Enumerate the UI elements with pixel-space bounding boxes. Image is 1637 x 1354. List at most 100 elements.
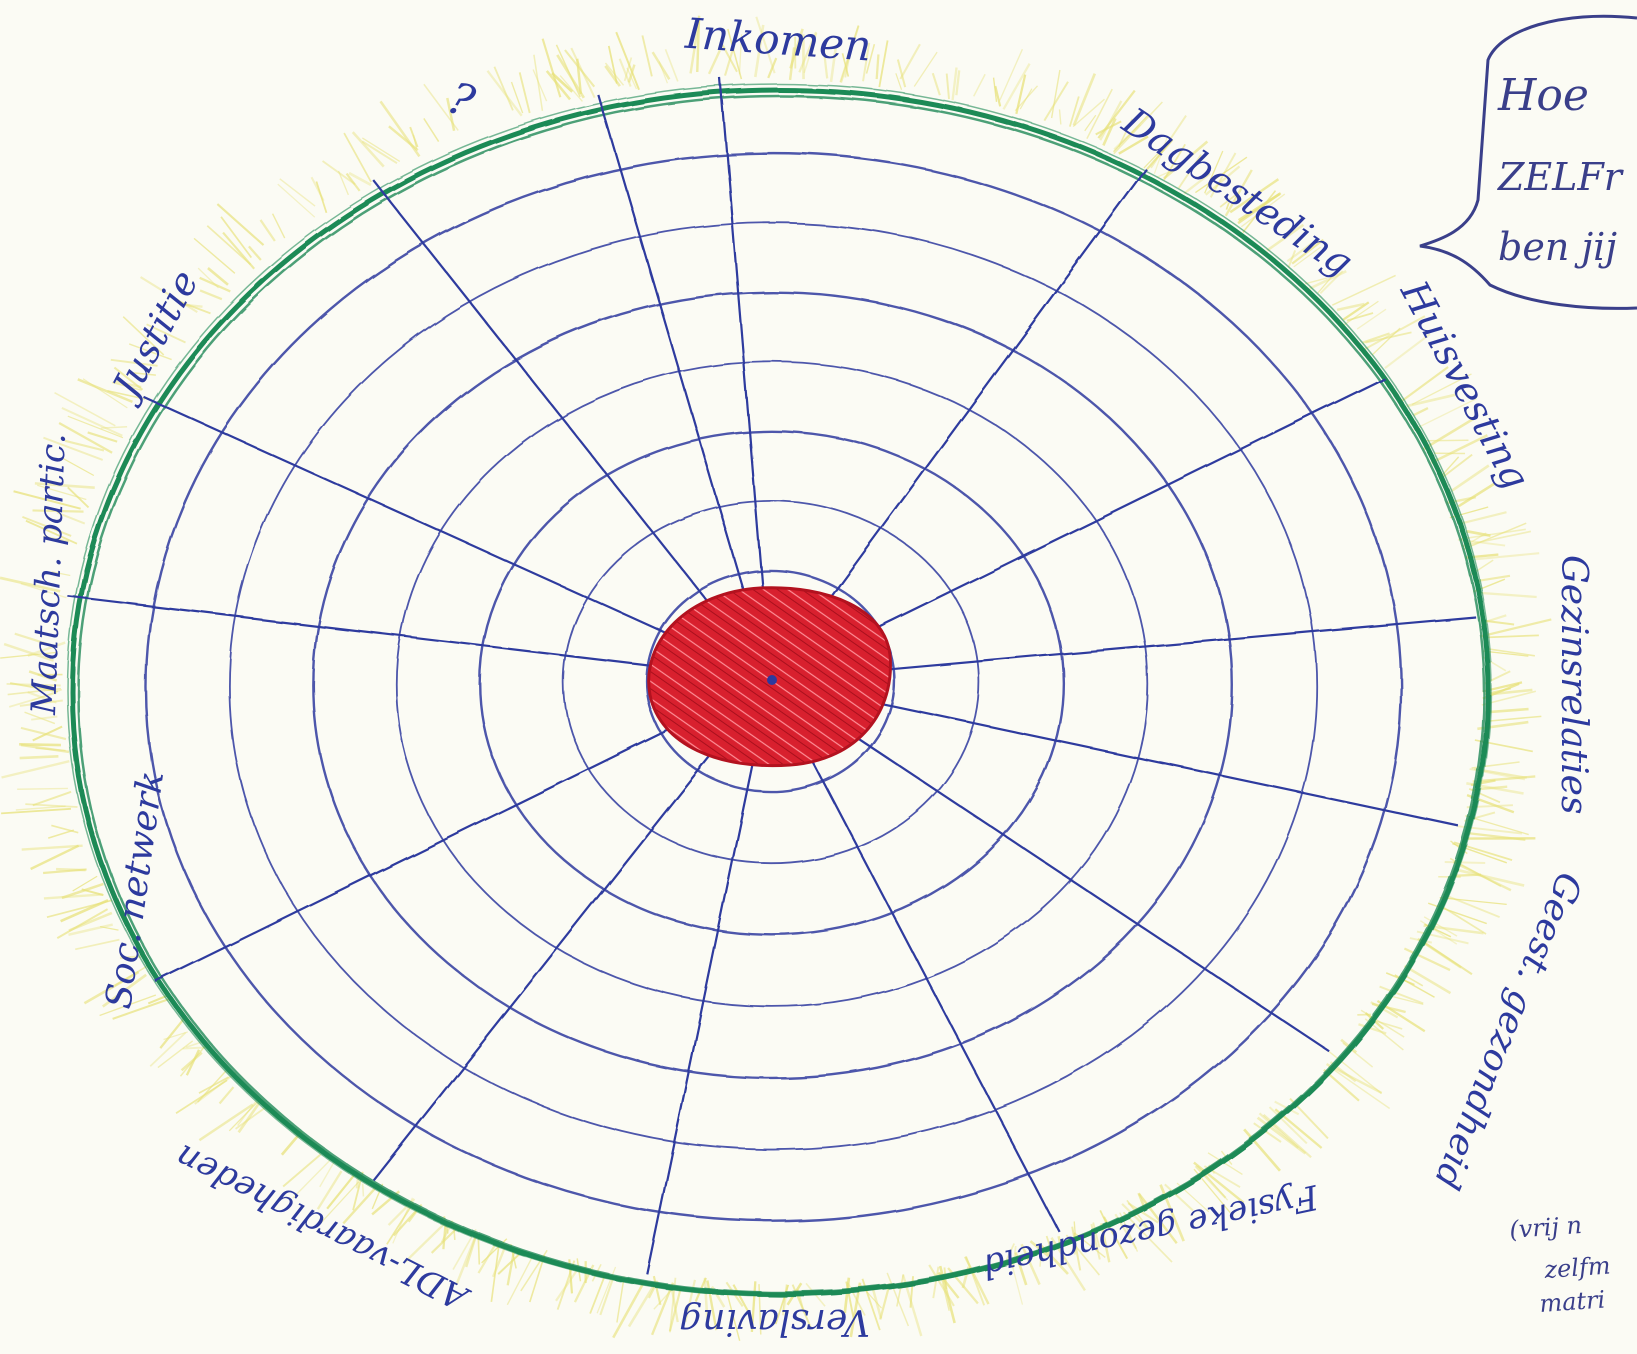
halo-stroke — [81, 888, 104, 897]
halo-stroke — [409, 126, 419, 148]
ring-5 — [311, 291, 1234, 1080]
halo-stroke — [1480, 618, 1552, 638]
halo-stroke — [0, 576, 61, 593]
halo-stroke — [1360, 1009, 1405, 1038]
concentric-rings — [144, 151, 1403, 1223]
halo-stroke — [965, 1256, 986, 1306]
halo-stroke — [652, 1275, 662, 1306]
halo-stroke — [423, 83, 459, 131]
note-line-3: matri — [1538, 1285, 1606, 1318]
halo-stroke — [506, 1248, 516, 1286]
halo-stroke — [1143, 144, 1167, 169]
halo-stroke — [1095, 120, 1122, 136]
halo-stroke — [14, 632, 52, 647]
halo-stroke — [7, 687, 62, 696]
halo-stroke — [541, 38, 562, 98]
halo-stroke — [1477, 591, 1537, 599]
halo-stroke — [518, 72, 531, 114]
halo-stroke — [13, 490, 81, 510]
halo-stroke — [179, 303, 203, 308]
halo-stroke — [1258, 1112, 1299, 1149]
halo-stroke — [1224, 169, 1253, 217]
halo-stroke — [1371, 327, 1401, 356]
spoke-5 — [769, 678, 1459, 827]
outer-ring — [66, 83, 1492, 1297]
halo-stroke — [1122, 1211, 1173, 1263]
halo-stroke — [1194, 1165, 1227, 1199]
halo-stroke — [279, 178, 316, 207]
halo-stroke — [35, 747, 66, 752]
halo-stroke — [77, 378, 133, 404]
speech-bubble: Hoe ZELFr ben jij — [1419, 14, 1637, 310]
halo-stroke — [386, 1202, 415, 1245]
halo-stroke — [615, 31, 640, 91]
halo-stroke — [1043, 81, 1069, 122]
halo-stroke — [54, 392, 116, 427]
halo-stroke — [216, 203, 265, 246]
halo-stroke — [1242, 190, 1277, 233]
halo-stroke — [1422, 417, 1474, 451]
halo-stroke — [206, 225, 252, 266]
halo-stroke — [1204, 165, 1241, 196]
halo-stroke — [159, 1018, 185, 1049]
halo-stroke — [490, 1245, 500, 1302]
halo-stroke — [664, 48, 679, 82]
halo-stroke — [19, 699, 63, 707]
halo-stroke — [119, 955, 141, 960]
halo-stroke — [393, 1207, 420, 1237]
halo-stroke — [60, 899, 109, 923]
halo-stroke — [24, 711, 56, 725]
halo-stroke — [1209, 152, 1237, 198]
halo-stroke — [1419, 939, 1473, 976]
halo-stroke — [1266, 223, 1305, 252]
halo-stroke — [25, 803, 78, 808]
halo-stroke — [149, 1031, 187, 1067]
note-line-1: (vrij n — [1508, 1211, 1582, 1244]
halo-stroke — [1442, 893, 1500, 918]
halo-stroke — [862, 42, 871, 82]
label-adl-vaardigheden: ADL-vaardigheden — [169, 1136, 477, 1319]
halo-stroke — [1326, 1049, 1383, 1094]
halo-stroke — [931, 72, 941, 96]
halo-stroke — [1099, 100, 1123, 141]
ring-6 — [228, 221, 1318, 1151]
halo-stroke — [321, 160, 356, 186]
halo-stroke — [1102, 117, 1117, 146]
halo-stroke — [343, 132, 372, 183]
halo-stroke — [199, 276, 231, 293]
halo-stroke — [111, 381, 142, 391]
spoke-1 — [719, 78, 772, 681]
halo-stroke — [999, 48, 1024, 101]
halo-stroke — [973, 73, 986, 97]
halo-stroke — [641, 35, 653, 77]
halo-stroke — [1204, 150, 1224, 194]
halo-stroke — [128, 371, 156, 376]
halo-stroke — [361, 137, 401, 163]
halo-stroke — [1485, 707, 1529, 714]
halo-stroke — [1317, 269, 1339, 294]
halo-stroke — [61, 407, 123, 437]
halo-stroke — [651, 51, 671, 80]
halo-stroke — [20, 743, 70, 754]
halo-stroke — [430, 1228, 458, 1254]
halo-stroke — [8, 691, 57, 708]
halo-stroke — [185, 1049, 201, 1076]
halo-stroke — [1207, 1152, 1243, 1175]
halo-stroke — [32, 509, 84, 513]
halo-stroke — [198, 1076, 229, 1094]
halo-stroke — [1413, 406, 1429, 417]
ring-4 — [395, 360, 1149, 1008]
halo-stroke — [895, 73, 903, 90]
halo-stroke — [31, 688, 63, 702]
halo-stroke — [1019, 88, 1033, 110]
halo-stroke — [803, 32, 818, 74]
spoke-14 — [597, 94, 772, 681]
halo-stroke — [798, 31, 818, 73]
halo-stroke — [1084, 114, 1097, 132]
halo-stroke — [1121, 1203, 1151, 1232]
halo-stroke — [1358, 1023, 1387, 1035]
label-gezinsrelaties: Gezinsrelaties — [1553, 555, 1594, 814]
halo-stroke — [1015, 74, 1027, 115]
halo-stroke — [545, 70, 572, 101]
halo-stroke — [1485, 715, 1542, 723]
